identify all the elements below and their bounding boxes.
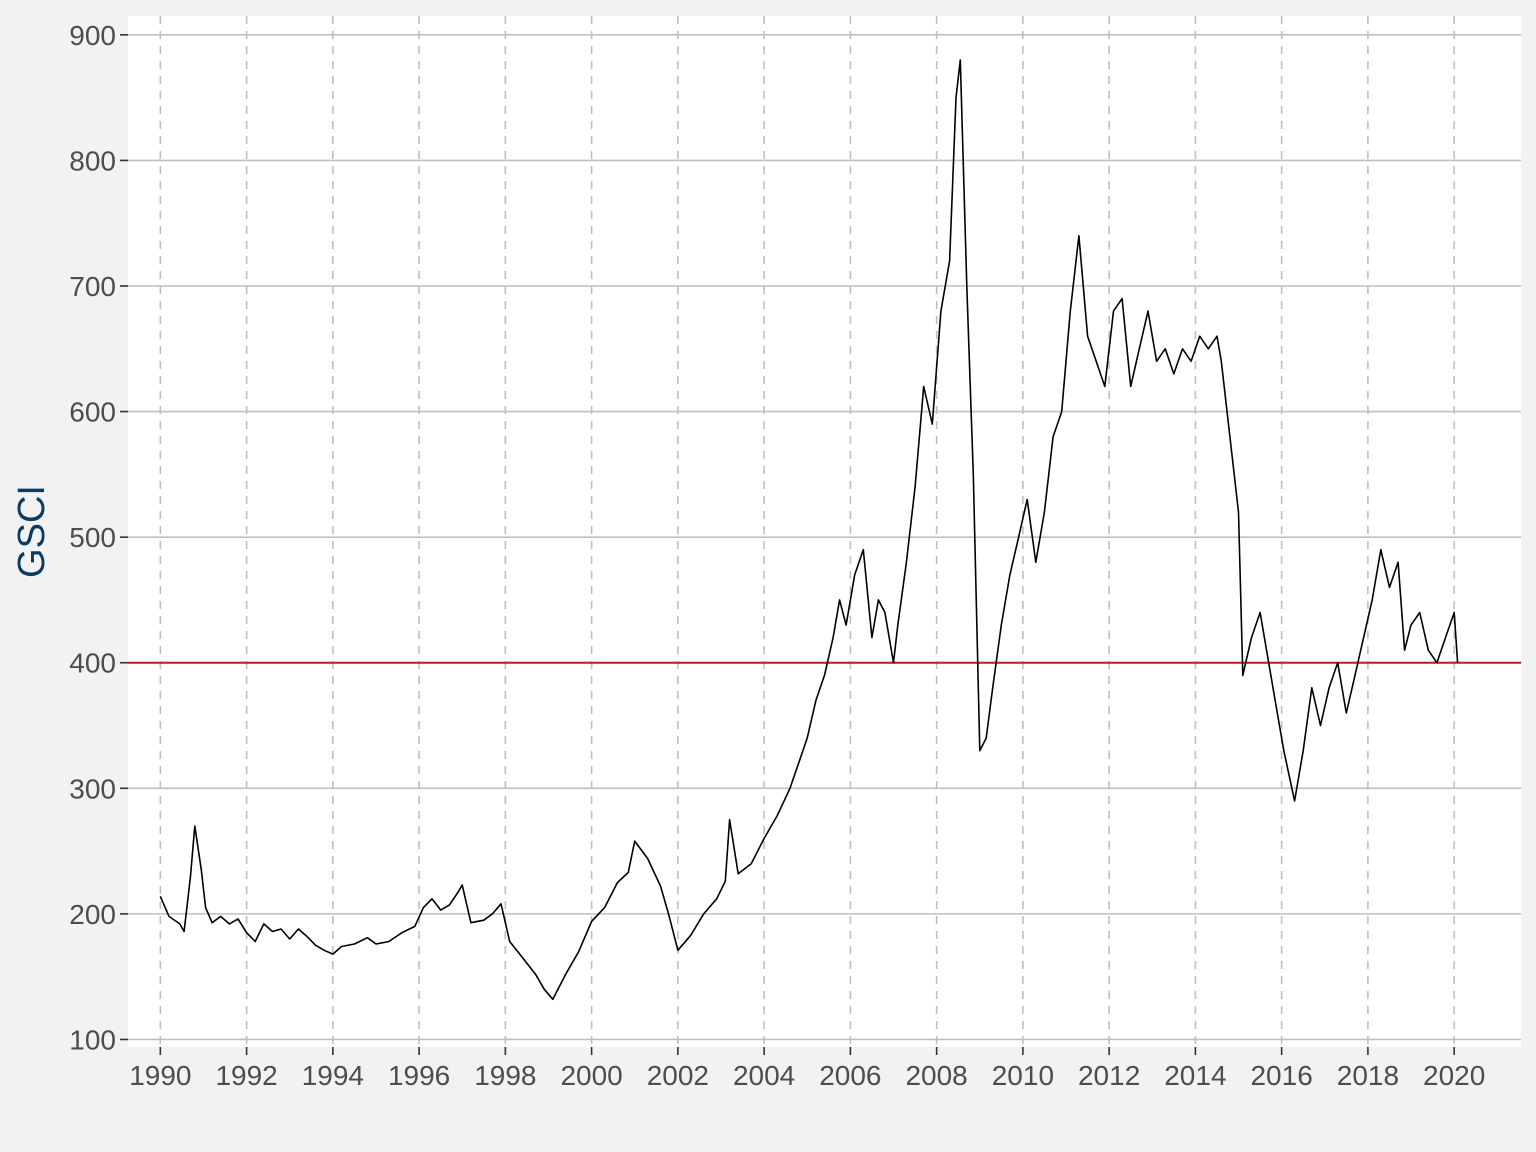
series-line-0 [159,59,1459,1001]
x-tick-label-2006: 2006 [819,1060,881,1091]
y-tick-label-300: 300 [69,773,116,804]
y-tick-label-200: 200 [69,899,116,930]
x-axis: 1990 1992 1994 1996 1998 2000 2002 2004 2006 2008… [129,1047,1485,1091]
plot-panel [128,16,1521,1047]
x-tick-label-2000: 2000 [560,1060,622,1091]
y-axis-title: GSCI [11,485,53,578]
x-tick-label-2008: 2008 [905,1060,967,1091]
x-gridlines [159,16,1455,1047]
y-tick-label-500: 500 [69,522,116,553]
y-tick-label-100: 100 [69,1024,116,1055]
x-tick-label-1992: 1992 [215,1060,277,1091]
x-tick-label-2010: 2010 [992,1060,1054,1091]
x-tick-label-2004: 2004 [733,1060,795,1091]
x-tick-label-1994: 1994 [302,1060,364,1091]
x-tick-label-2012: 2012 [1078,1060,1140,1091]
x-tick-label-1998: 1998 [474,1060,536,1091]
x-tick-label-1990: 1990 [129,1060,191,1091]
x-tick-label-1996: 1996 [388,1060,450,1091]
x-tick-label-2016: 2016 [1250,1060,1312,1091]
x-tick-label-2014: 2014 [1164,1060,1226,1091]
y-tick-label-600: 600 [69,397,116,428]
x-tick-label-2020: 2020 [1423,1060,1485,1091]
y-axis: 100 200 300 400 500 600 700 800 900 [69,20,128,1055]
x-tick-label-2002: 2002 [647,1060,709,1091]
y-tick-label-900: 900 [69,20,116,51]
y-tick-label-700: 700 [69,271,116,302]
x-tick-label-2018: 2018 [1337,1060,1399,1091]
y-tick-label-800: 800 [69,145,116,176]
y-tick-label-400: 400 [69,648,116,679]
series-group [159,59,1459,1001]
